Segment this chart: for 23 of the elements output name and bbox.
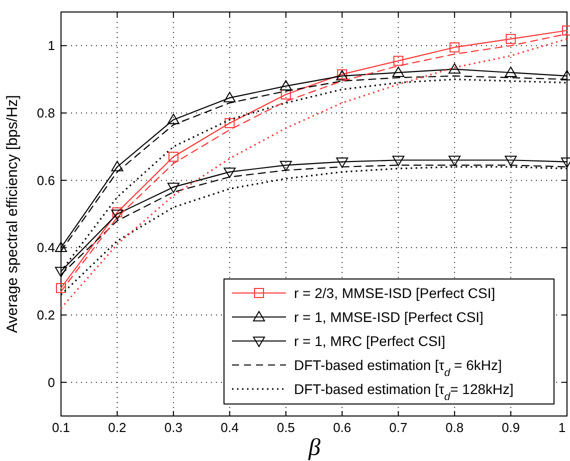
- x-tick-label: 0.6: [333, 420, 352, 435]
- x-tick-label: 0.7: [389, 420, 408, 435]
- y-tick-label: 0.8: [36, 106, 55, 120]
- x-tick-label: 0.1: [52, 420, 70, 435]
- legend-label: r = 1, MRC [Perfect CSI]: [294, 333, 446, 349]
- y-tick-label: 1: [48, 38, 55, 54]
- y-tick-label: 0.4: [36, 240, 55, 256]
- x-tick-label: 1: [558, 420, 566, 435]
- y-axis-title: Average spectral efficiency [bps/Hz]: [4, 95, 21, 333]
- legend-label: r = 1, MMSE-ISD [Perfect CSI]: [294, 309, 484, 325]
- legend-label: DFT-based estimation [τ$_{d}$= 128kHz]: [294, 381, 514, 403]
- x-tick-label: 0.8: [446, 420, 464, 435]
- x-tick-label: 0.4: [220, 420, 239, 435]
- x-tick-label: 0.5: [276, 420, 295, 435]
- x-axis-title: β: [308, 435, 321, 461]
- x-tick-label: 0.2: [108, 420, 126, 435]
- x-tick-label: 0.9: [502, 420, 520, 435]
- legend-label: DFT-based estimation [τ$_{d}$ = 6kHz]: [294, 357, 502, 379]
- y-tick-label: 0.6: [36, 172, 55, 188]
- x-tick-label: 0.3: [164, 420, 182, 435]
- y-tick-label: 0: [48, 374, 55, 390]
- y-tick-label: 0.2: [36, 308, 55, 322]
- legend-label: r = 2/3, MMSE-ISD [Perfect CSI]: [294, 285, 496, 301]
